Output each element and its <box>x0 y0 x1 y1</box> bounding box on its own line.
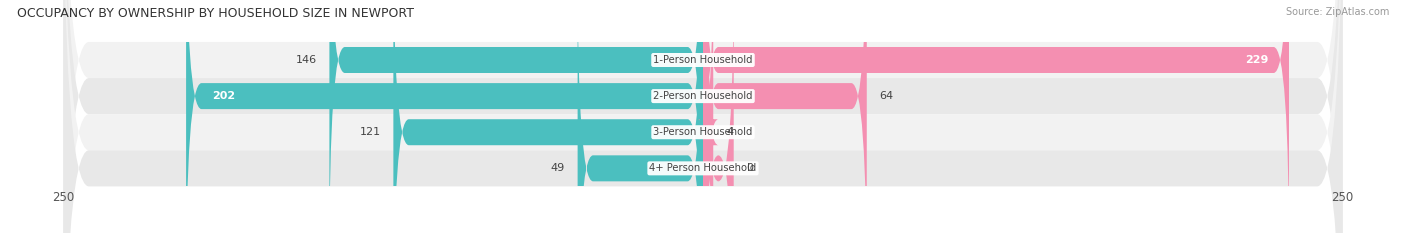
FancyBboxPatch shape <box>329 0 703 233</box>
FancyBboxPatch shape <box>63 0 1343 233</box>
FancyBboxPatch shape <box>697 0 718 233</box>
Text: 121: 121 <box>360 127 381 137</box>
Text: OCCUPANCY BY OWNERSHIP BY HOUSEHOLD SIZE IN NEWPORT: OCCUPANCY BY OWNERSHIP BY HOUSEHOLD SIZE… <box>17 7 413 20</box>
FancyBboxPatch shape <box>394 0 703 233</box>
FancyBboxPatch shape <box>703 0 734 233</box>
Text: 2-Person Household: 2-Person Household <box>654 91 752 101</box>
Text: 4: 4 <box>725 127 733 137</box>
FancyBboxPatch shape <box>63 0 1343 233</box>
Text: 0: 0 <box>747 163 754 173</box>
FancyBboxPatch shape <box>703 0 1289 233</box>
Text: 1-Person Household: 1-Person Household <box>654 55 752 65</box>
Text: 49: 49 <box>551 163 565 173</box>
Text: 146: 146 <box>295 55 316 65</box>
FancyBboxPatch shape <box>703 0 866 233</box>
Text: 64: 64 <box>880 91 894 101</box>
FancyBboxPatch shape <box>578 0 703 233</box>
Text: 3-Person Household: 3-Person Household <box>654 127 752 137</box>
Text: 229: 229 <box>1246 55 1268 65</box>
Text: 202: 202 <box>212 91 235 101</box>
Text: 4+ Person Household: 4+ Person Household <box>650 163 756 173</box>
FancyBboxPatch shape <box>63 0 1343 233</box>
Text: Source: ZipAtlas.com: Source: ZipAtlas.com <box>1285 7 1389 17</box>
FancyBboxPatch shape <box>186 0 703 233</box>
FancyBboxPatch shape <box>63 0 1343 233</box>
